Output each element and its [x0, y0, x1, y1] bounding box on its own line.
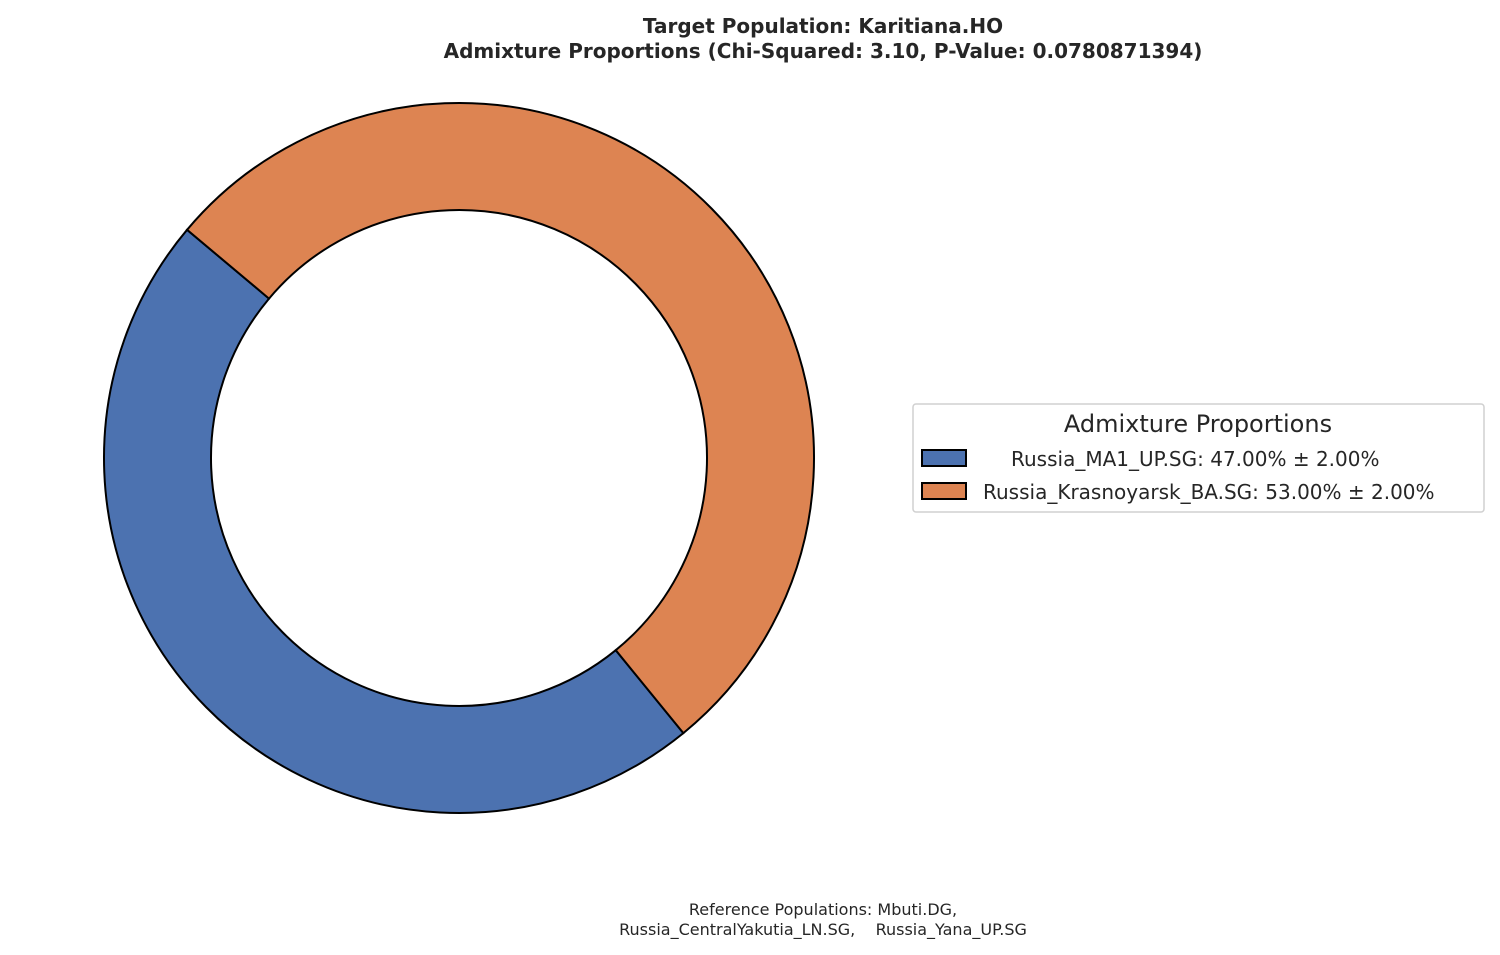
legend-frame: [912, 403, 1485, 513]
chart-title: Target Population: Karitiana.HO: [643, 14, 1003, 38]
slice-russia-ma1-up-sg: [103, 228, 685, 814]
legend-swatch-russia-krasnoyarsk: [921, 482, 967, 500]
footer-line-1: Reference Populations: Mbuti.DG,: [689, 900, 957, 919]
legend-title: Admixture Proportions: [1064, 410, 1332, 438]
slice-russia-krasnoyarsk-ba-sg: [185, 102, 815, 735]
legend-label-russia-ma1: Russia_MA1_UP.SG: 47.00% ± 2.00%: [1011, 447, 1380, 471]
footer-line-2: Russia_CentralYakutia_LN.SG, Russia_Yana…: [619, 920, 1027, 940]
donut-slices: [103, 102, 815, 814]
legend: Admixture Proportions Russia_MA1_UP.SG: …: [912, 403, 1485, 513]
chart-subtitle: Admixture Proportions (Chi-Squared: 3.10…: [444, 39, 1203, 63]
legend-swatch-russia-ma1: [921, 449, 967, 467]
legend-label-russia-krasnoyarsk: Russia_Krasnoyarsk_BA.SG: 53.00% ± 2.00%: [983, 480, 1435, 504]
